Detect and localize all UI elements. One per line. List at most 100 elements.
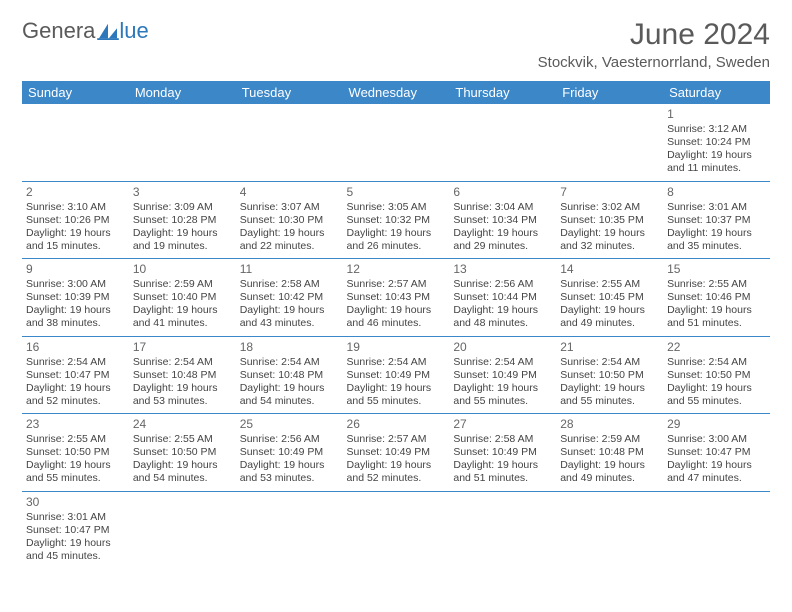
sunset-line: Sunset: 10:32 PM	[347, 214, 446, 227]
daylight-line: Daylight: 19 hours and 53 minutes.	[240, 459, 339, 485]
day-number: 8	[667, 185, 766, 200]
daylight-line: Daylight: 19 hours and 19 minutes.	[133, 227, 232, 253]
daylight-line: Daylight: 19 hours and 43 minutes.	[240, 304, 339, 330]
day-number: 25	[240, 417, 339, 432]
sunrise-line: Sunrise: 2:54 AM	[240, 356, 339, 369]
logo-text-general: Genera	[22, 18, 95, 44]
daylight-line: Daylight: 19 hours and 52 minutes.	[26, 382, 125, 408]
sunset-line: Sunset: 10:50 PM	[667, 369, 766, 382]
day-number: 26	[347, 417, 446, 432]
day-header: Sunday	[22, 81, 129, 104]
daylight-line: Daylight: 19 hours and 53 minutes.	[133, 382, 232, 408]
calendar-cell: 28Sunrise: 2:59 AMSunset: 10:48 PMDaylig…	[556, 414, 663, 492]
daylight-line: Daylight: 19 hours and 41 minutes.	[133, 304, 232, 330]
calendar-cell: 18Sunrise: 2:54 AMSunset: 10:48 PMDaylig…	[236, 336, 343, 414]
daylight-line: Daylight: 19 hours and 15 minutes.	[26, 227, 125, 253]
daylight-line: Daylight: 19 hours and 32 minutes.	[560, 227, 659, 253]
calendar-cell: 26Sunrise: 2:57 AMSunset: 10:49 PMDaylig…	[343, 414, 450, 492]
sunrise-line: Sunrise: 2:59 AM	[560, 433, 659, 446]
daylight-line: Daylight: 19 hours and 54 minutes.	[133, 459, 232, 485]
sunset-line: Sunset: 10:48 PM	[240, 369, 339, 382]
calendar-cell: 7Sunrise: 3:02 AMSunset: 10:35 PMDayligh…	[556, 181, 663, 259]
calendar-cell-empty	[236, 491, 343, 568]
calendar-row: 23Sunrise: 2:55 AMSunset: 10:50 PMDaylig…	[22, 414, 770, 492]
sunset-line: Sunset: 10:30 PM	[240, 214, 339, 227]
sunset-line: Sunset: 10:39 PM	[26, 291, 125, 304]
calendar-cell-empty	[129, 491, 236, 568]
calendar-cell-empty	[556, 491, 663, 568]
sunset-line: Sunset: 10:43 PM	[347, 291, 446, 304]
calendar-cell-empty	[449, 491, 556, 568]
day-number: 17	[133, 340, 232, 355]
sunrise-line: Sunrise: 3:07 AM	[240, 201, 339, 214]
sunset-line: Sunset: 10:49 PM	[347, 369, 446, 382]
daylight-line: Daylight: 19 hours and 54 minutes.	[240, 382, 339, 408]
sunset-line: Sunset: 10:50 PM	[560, 369, 659, 382]
day-header: Saturday	[663, 81, 770, 104]
day-number: 28	[560, 417, 659, 432]
daylight-line: Daylight: 19 hours and 55 minutes.	[667, 382, 766, 408]
sunset-line: Sunset: 10:34 PM	[453, 214, 552, 227]
calendar-cell: 22Sunrise: 2:54 AMSunset: 10:50 PMDaylig…	[663, 336, 770, 414]
sunrise-line: Sunrise: 2:57 AM	[347, 278, 446, 291]
title-block: June 2024 Stockvik, Vaesternorrland, Swe…	[538, 18, 770, 73]
calendar-cell: 20Sunrise: 2:54 AMSunset: 10:49 PMDaylig…	[449, 336, 556, 414]
calendar-cell: 15Sunrise: 2:55 AMSunset: 10:46 PMDaylig…	[663, 259, 770, 337]
sunrise-line: Sunrise: 3:04 AM	[453, 201, 552, 214]
sunrise-line: Sunrise: 3:09 AM	[133, 201, 232, 214]
day-number: 30	[26, 495, 125, 510]
day-number: 21	[560, 340, 659, 355]
day-number: 19	[347, 340, 446, 355]
day-number: 2	[26, 185, 125, 200]
day-header: Wednesday	[343, 81, 450, 104]
day-number: 24	[133, 417, 232, 432]
sunset-line: Sunset: 10:37 PM	[667, 214, 766, 227]
calendar-cell: 30Sunrise: 3:01 AMSunset: 10:47 PMDaylig…	[22, 491, 129, 568]
sunset-line: Sunset: 10:46 PM	[667, 291, 766, 304]
day-number: 11	[240, 262, 339, 277]
day-number: 27	[453, 417, 552, 432]
calendar-cell: 27Sunrise: 2:58 AMSunset: 10:49 PMDaylig…	[449, 414, 556, 492]
daylight-line: Daylight: 19 hours and 38 minutes.	[26, 304, 125, 330]
day-number: 9	[26, 262, 125, 277]
calendar-cell: 12Sunrise: 2:57 AMSunset: 10:43 PMDaylig…	[343, 259, 450, 337]
logo: Genera lue	[22, 18, 149, 44]
calendar-cell: 17Sunrise: 2:54 AMSunset: 10:48 PMDaylig…	[129, 336, 236, 414]
daylight-line: Daylight: 19 hours and 52 minutes.	[347, 459, 446, 485]
day-number: 18	[240, 340, 339, 355]
sunset-line: Sunset: 10:50 PM	[26, 446, 125, 459]
day-number: 7	[560, 185, 659, 200]
sunrise-line: Sunrise: 2:58 AM	[453, 433, 552, 446]
sunrise-line: Sunrise: 2:55 AM	[560, 278, 659, 291]
daylight-line: Daylight: 19 hours and 46 minutes.	[347, 304, 446, 330]
day-number: 16	[26, 340, 125, 355]
calendar-cell-empty	[449, 104, 556, 181]
daylight-line: Daylight: 19 hours and 45 minutes.	[26, 537, 125, 563]
calendar-cell-empty	[236, 104, 343, 181]
sunrise-line: Sunrise: 2:55 AM	[667, 278, 766, 291]
calendar-cell: 11Sunrise: 2:58 AMSunset: 10:42 PMDaylig…	[236, 259, 343, 337]
day-number: 29	[667, 417, 766, 432]
calendar-row: 16Sunrise: 2:54 AMSunset: 10:47 PMDaylig…	[22, 336, 770, 414]
sunset-line: Sunset: 10:44 PM	[453, 291, 552, 304]
sunrise-line: Sunrise: 3:05 AM	[347, 201, 446, 214]
daylight-line: Daylight: 19 hours and 11 minutes.	[667, 149, 766, 175]
sunrise-line: Sunrise: 3:01 AM	[26, 511, 125, 524]
calendar-cell: 16Sunrise: 2:54 AMSunset: 10:47 PMDaylig…	[22, 336, 129, 414]
calendar-cell-empty	[22, 104, 129, 181]
calendar-cell: 10Sunrise: 2:59 AMSunset: 10:40 PMDaylig…	[129, 259, 236, 337]
sunrise-line: Sunrise: 3:12 AM	[667, 123, 766, 136]
sunrise-line: Sunrise: 3:01 AM	[667, 201, 766, 214]
day-number: 1	[667, 107, 766, 122]
calendar-cell-empty	[663, 491, 770, 568]
calendar-cell: 2Sunrise: 3:10 AMSunset: 10:26 PMDayligh…	[22, 181, 129, 259]
location: Stockvik, Vaesternorrland, Sweden	[538, 54, 770, 71]
day-header: Friday	[556, 81, 663, 104]
calendar-cell: 9Sunrise: 3:00 AMSunset: 10:39 PMDayligh…	[22, 259, 129, 337]
daylight-line: Daylight: 19 hours and 26 minutes.	[347, 227, 446, 253]
day-header: Monday	[129, 81, 236, 104]
calendar-row: 9Sunrise: 3:00 AMSunset: 10:39 PMDayligh…	[22, 259, 770, 337]
sunset-line: Sunset: 10:45 PM	[560, 291, 659, 304]
calendar-cell-empty	[343, 104, 450, 181]
sunset-line: Sunset: 10:48 PM	[560, 446, 659, 459]
